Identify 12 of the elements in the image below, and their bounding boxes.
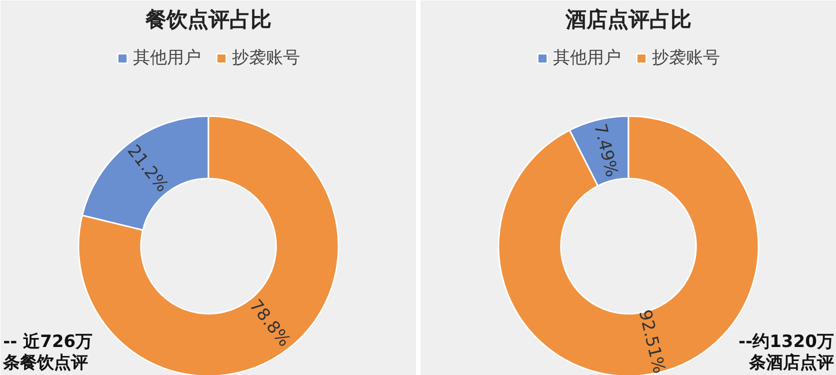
data-label: 92.51%: [634, 308, 669, 375]
data-label: 7.49%: [589, 122, 622, 180]
chart-title: 餐饮点评占比: [144, 8, 272, 32]
text: --约1320万: [738, 332, 834, 352]
legend-label: 其他用户: [133, 47, 201, 69]
legend-label: 抄袭账号: [232, 47, 300, 69]
text: 条酒店点评: [748, 352, 834, 373]
legend-label: 其他用户: [553, 47, 621, 69]
text: 条餐饮点评: [2, 352, 88, 373]
legend-label: 抄袭账号: [652, 47, 720, 69]
chart-title: 酒店点评占比: [564, 8, 692, 32]
text: -- 近726万: [3, 332, 93, 352]
